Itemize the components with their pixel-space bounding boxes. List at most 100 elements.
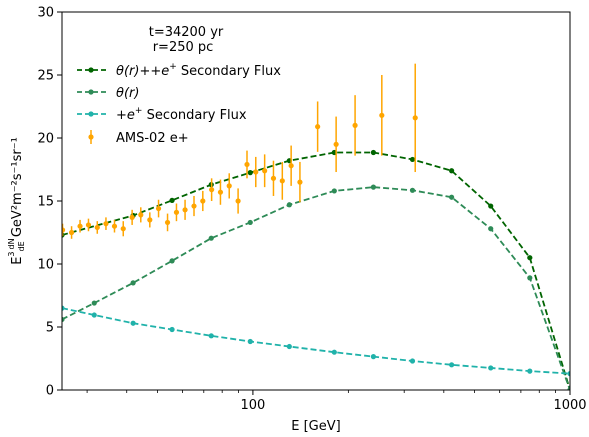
data-point <box>94 224 100 231</box>
data-point <box>68 229 75 236</box>
series-point-1 <box>208 235 214 241</box>
series-point-2 <box>91 312 97 318</box>
data-point <box>217 189 224 195</box>
legend-item-2: +e+ Secondary Flux <box>77 106 247 123</box>
data-point <box>352 122 358 128</box>
data-point <box>279 178 285 184</box>
data-point <box>235 198 241 204</box>
legend: θ(r)++e+ Secondary Flux θ(r) +e+ Secondary… <box>77 62 281 146</box>
series-point-0 <box>169 197 175 203</box>
series-point-1 <box>169 258 175 264</box>
annotation-line-2: r=250 pc <box>153 40 214 55</box>
legend-label: AMS-02 e+ <box>116 131 189 146</box>
series-point-1 <box>449 194 455 200</box>
data-point <box>77 223 83 229</box>
data-point <box>262 168 268 174</box>
data-point <box>62 227 66 233</box>
data-point <box>270 175 277 181</box>
series-point-1 <box>370 184 377 190</box>
data-point <box>120 226 126 232</box>
data-point <box>200 198 206 204</box>
x-tick-label: 1000 <box>553 398 586 413</box>
data-point <box>333 141 339 147</box>
data-point <box>288 163 294 169</box>
y-tick-label: 10 <box>37 258 54 273</box>
data-point <box>253 169 259 175</box>
y-tick-label: 25 <box>37 69 54 84</box>
series-point-2 <box>488 365 494 371</box>
data-point <box>182 207 188 213</box>
svg-text:E3dNdE GeV²m⁻²s⁻¹sr⁻¹: E3 dNdE GeV²m⁻²s⁻¹sr⁻¹ <box>7 137 26 265</box>
series-point-0 <box>247 170 253 176</box>
x-axis-ticks: 100 1000 <box>86 390 587 413</box>
errorbar-layer <box>62 63 418 239</box>
data-point <box>315 124 321 130</box>
series-point-1 <box>409 187 416 193</box>
series-point-1 <box>527 275 533 281</box>
series-point-2 <box>567 371 570 377</box>
series-point-2 <box>331 349 337 355</box>
data-point <box>191 203 197 209</box>
series-point-2 <box>169 326 175 333</box>
y-tick-label: 0 <box>46 384 54 399</box>
series-layer <box>62 149 570 390</box>
series-point-0 <box>488 203 494 209</box>
series-point-2 <box>527 368 533 374</box>
series-line-2 <box>62 307 570 375</box>
y-axis-label-main: E <box>10 257 25 265</box>
series-point-0 <box>449 168 455 174</box>
legend-swatch-marker <box>88 111 94 117</box>
y-axis-label-frac-num: dN <box>7 238 16 249</box>
y-tick-label: 5 <box>46 321 54 336</box>
series-point-2 <box>247 338 253 345</box>
y-axis-label-units: GeV²m⁻²s⁻¹sr⁻¹ <box>10 137 25 241</box>
data-point <box>147 217 153 223</box>
annotation: t=34200 yr r=250 pc <box>149 25 224 55</box>
y-axis-label: E3 dNdE GeV²m⁻²s⁻¹sr⁻¹ <box>7 137 26 265</box>
annotation-line-1: t=34200 yr <box>149 25 224 40</box>
series-point-2 <box>130 320 136 326</box>
legend-swatch-marker <box>88 89 94 95</box>
y-tick-label: 20 <box>37 132 54 147</box>
series-point-2 <box>62 305 65 311</box>
x-axis-label: E [GeV] <box>291 419 340 434</box>
data-point <box>103 221 109 227</box>
series-point-2 <box>208 333 214 339</box>
x-tick-label: 100 <box>240 398 265 413</box>
data-point <box>111 223 118 229</box>
data-point <box>412 115 418 121</box>
data-point <box>155 205 162 212</box>
data-point <box>173 209 180 215</box>
series-point-2 <box>449 362 455 368</box>
data-point <box>379 112 385 118</box>
y-tick-label: 30 <box>37 6 54 21</box>
series-point-1 <box>331 188 337 194</box>
plot-background <box>62 12 570 390</box>
data-point <box>164 219 171 226</box>
legend-item-1: θ(r) <box>77 86 139 101</box>
data-point <box>209 187 215 193</box>
y-tick-label: 15 <box>37 195 54 210</box>
series-point-0 <box>409 156 416 163</box>
series-point-0 <box>527 255 533 261</box>
series-point-1 <box>130 280 136 286</box>
series-point-1 <box>247 219 253 226</box>
y-axis-ticks: 0 5 10 15 20 25 30 <box>37 6 62 399</box>
legend-label: +e+ Secondary Flux <box>116 106 247 123</box>
data-point <box>138 212 144 218</box>
series-point-1 <box>62 316 65 323</box>
legend-swatch-marker <box>88 67 94 73</box>
series-point-0 <box>370 149 377 156</box>
series-point-1 <box>567 387 570 390</box>
data-point <box>85 222 92 228</box>
legend-item-0: θ(r)++e+ Secondary Flux <box>77 62 281 79</box>
y-axis-label-sup: 3 <box>7 251 16 256</box>
series-point-1 <box>286 202 292 208</box>
legend-swatch-marker <box>88 134 94 140</box>
series-point-2 <box>286 343 292 350</box>
data-point <box>297 179 303 185</box>
y-axis-label-frac-den: dE <box>17 241 26 251</box>
series-point-1 <box>488 226 494 232</box>
series-point-2 <box>409 358 416 364</box>
